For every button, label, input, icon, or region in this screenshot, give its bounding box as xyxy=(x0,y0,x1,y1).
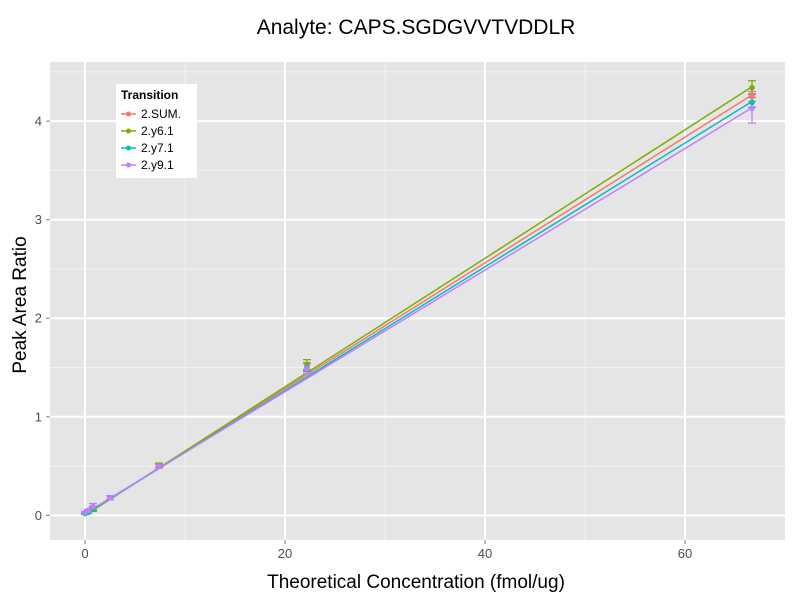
data-point xyxy=(107,494,113,501)
x-tick-label: 40 xyxy=(478,546,492,561)
y-tick-label: 0 xyxy=(35,508,42,523)
legend-title: Transition xyxy=(121,88,178,102)
minor-gridlines xyxy=(50,62,785,540)
legend-label: 2.y6.1 xyxy=(141,124,174,138)
data-point xyxy=(749,93,755,100)
y-tick-label: 2 xyxy=(35,311,42,326)
data-point xyxy=(749,105,755,112)
data-point xyxy=(85,507,91,514)
x-tick-label: 60 xyxy=(678,546,692,561)
legend-label: 2.y9.1 xyxy=(141,158,174,172)
data-point xyxy=(90,503,96,510)
legend-items: 2.SUM. 2.y6.1 2.y7.1 2.y9.1 xyxy=(121,107,181,172)
y-tick-label: 1 xyxy=(35,409,42,424)
y-axis-title: Peak Area Ratio xyxy=(10,236,31,373)
data-point xyxy=(749,84,755,91)
legend-key-point xyxy=(126,145,131,151)
x-axis-title: Theoretical Concentration (fmol/ug) xyxy=(267,572,565,593)
chart-title: Analyte: CAPS.SGDGVVTVDDLR xyxy=(257,16,576,39)
legend-key-point xyxy=(126,128,131,134)
data-point xyxy=(304,365,310,372)
legend-label: 2.SUM. xyxy=(141,107,181,121)
legend-key-point xyxy=(126,111,131,117)
x-axis-ticks: 0 20 40 60 xyxy=(81,540,692,561)
data-point xyxy=(749,99,755,106)
data-point xyxy=(156,463,162,469)
data-points xyxy=(82,84,755,517)
legend-label: 2.y7.1 xyxy=(141,141,174,155)
x-tick-label: 0 xyxy=(81,546,88,561)
legend: Transition 2.SUM. 2.y6.1 2.y7.1 2.y9.1 xyxy=(116,84,197,178)
x-tick-label: 20 xyxy=(278,546,292,561)
fit-line xyxy=(84,86,753,516)
legend-key-point xyxy=(126,162,131,168)
major-gridlines xyxy=(50,62,785,540)
y-tick-label: 3 xyxy=(35,212,42,227)
fit-line xyxy=(84,107,753,515)
y-tick-label: 4 xyxy=(35,114,42,129)
y-axis-ticks: 0 1 2 3 4 xyxy=(35,114,50,523)
fit-lines xyxy=(84,86,753,516)
